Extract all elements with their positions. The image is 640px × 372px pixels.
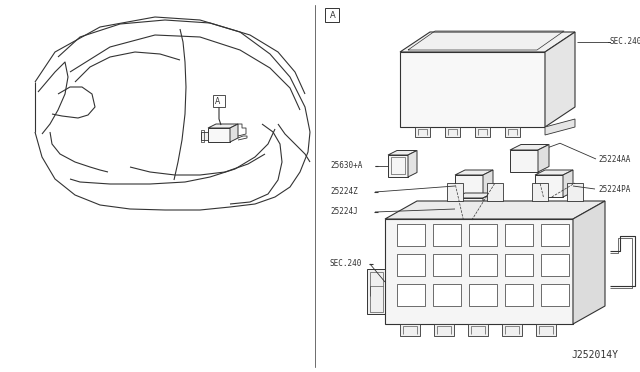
Polygon shape — [433, 254, 461, 276]
Polygon shape — [455, 175, 483, 197]
Text: A: A — [330, 10, 336, 19]
Polygon shape — [541, 254, 569, 276]
Polygon shape — [455, 198, 483, 220]
Text: A: A — [216, 97, 221, 106]
Polygon shape — [505, 127, 520, 137]
Polygon shape — [455, 170, 493, 175]
Polygon shape — [505, 224, 533, 246]
Polygon shape — [487, 183, 503, 201]
Text: 25224J: 25224J — [330, 208, 358, 217]
Polygon shape — [433, 284, 461, 306]
Polygon shape — [502, 324, 522, 336]
Polygon shape — [536, 324, 556, 336]
Polygon shape — [397, 254, 425, 276]
Polygon shape — [469, 254, 497, 276]
Polygon shape — [408, 151, 417, 177]
Text: 25224AA: 25224AA — [598, 154, 630, 164]
Polygon shape — [483, 170, 493, 197]
Polygon shape — [415, 127, 430, 137]
Polygon shape — [400, 32, 575, 52]
Polygon shape — [447, 183, 463, 201]
Polygon shape — [468, 324, 488, 336]
Text: 25630+A: 25630+A — [330, 161, 362, 170]
Polygon shape — [230, 124, 238, 142]
Polygon shape — [532, 183, 548, 201]
Polygon shape — [397, 224, 425, 246]
Polygon shape — [475, 127, 490, 137]
Polygon shape — [505, 284, 533, 306]
Polygon shape — [538, 144, 549, 172]
Polygon shape — [469, 224, 497, 246]
Polygon shape — [208, 124, 238, 128]
Text: SEC.240: SEC.240 — [330, 260, 362, 269]
Polygon shape — [433, 224, 461, 246]
Polygon shape — [567, 183, 583, 201]
Polygon shape — [505, 254, 533, 276]
Polygon shape — [201, 132, 208, 140]
Text: 25224Z: 25224Z — [330, 187, 358, 196]
Polygon shape — [385, 219, 573, 324]
Polygon shape — [545, 119, 575, 135]
Polygon shape — [535, 170, 573, 175]
Polygon shape — [400, 324, 420, 336]
Polygon shape — [541, 224, 569, 246]
Polygon shape — [397, 284, 425, 306]
Polygon shape — [367, 269, 385, 314]
Polygon shape — [388, 151, 417, 155]
Polygon shape — [385, 201, 605, 219]
Polygon shape — [563, 170, 573, 197]
Polygon shape — [510, 150, 538, 172]
Text: 25224PA: 25224PA — [598, 185, 630, 193]
Polygon shape — [208, 128, 230, 142]
Polygon shape — [434, 324, 454, 336]
Bar — [325, 8, 339, 22]
Polygon shape — [445, 127, 460, 137]
Polygon shape — [469, 284, 497, 306]
Text: SEC.240: SEC.240 — [610, 38, 640, 46]
Polygon shape — [541, 284, 569, 306]
Polygon shape — [535, 175, 563, 197]
Polygon shape — [573, 201, 605, 324]
Polygon shape — [510, 144, 549, 150]
Bar — [213, 95, 225, 107]
Polygon shape — [483, 193, 493, 220]
Polygon shape — [400, 52, 545, 127]
Polygon shape — [545, 32, 575, 127]
Polygon shape — [388, 155, 408, 177]
Polygon shape — [455, 193, 493, 198]
Text: J252014Y: J252014Y — [571, 350, 618, 360]
